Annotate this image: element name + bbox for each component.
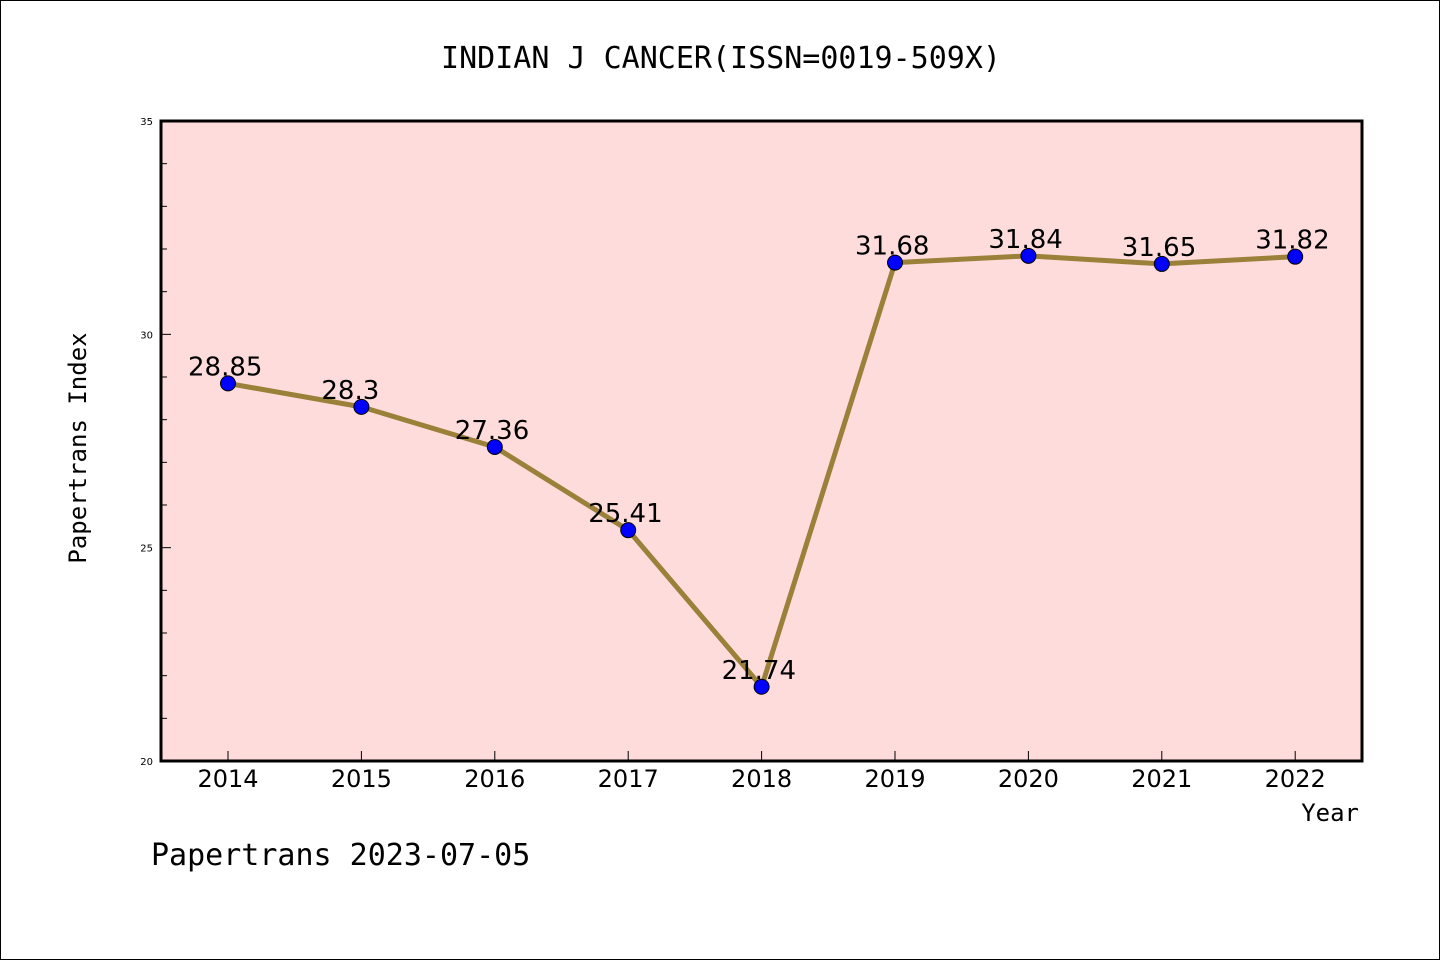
data-point [620,522,637,539]
x-tick-label: 2016 [464,765,525,793]
data-point [220,375,236,392]
x-tick-label: 2019 [864,765,925,793]
series-group: 28.85 28.3 27.36 25.41 21.74 31.68 31.84 31.65 3… [188,225,1330,695]
data-point [753,678,770,695]
plot-border [159,119,1364,763]
y-axis-label: Papertrans Index [64,332,92,563]
data-label: 28.3 [321,376,379,406]
data-label: 21.74 [722,656,796,686]
x-tick-label: 2015 [331,765,392,793]
x-axis: 2014 2015 2016 2017 2018 2019 2020 2021 2022 [197,751,1326,793]
data-point [1287,248,1304,265]
data-point [1020,247,1037,264]
data-label: 31.84 [988,225,1062,255]
x-tick-label: 2022 [1265,765,1326,793]
x-tick-label: 2017 [598,765,659,793]
data-point [1153,255,1170,272]
data-label: 31.68 [855,232,929,262]
y-tick-label: 35 [140,117,153,128]
x-tick-label: 2021 [1131,765,1192,793]
data-label: 25.41 [588,499,662,529]
footer-text: Papertrans 2023-07-05 [151,838,530,873]
plot-area [161,121,1362,761]
x-tick-label: 2018 [731,765,792,793]
x-tick-label: 2020 [998,765,1059,793]
chart-title: INDIAN J CANCER(ISSN=0019-509X) [441,41,1001,76]
data-point [887,254,903,271]
data-label: 28.85 [188,352,262,382]
y-tick-label: 30 [140,330,153,341]
x-axis-label: Year [1301,799,1359,827]
data-label: 27.36 [455,416,529,446]
data-point [353,398,370,415]
y-tick-label: 25 [140,544,153,555]
data-label: 31.65 [1122,233,1196,263]
y-tick-label: 20 [140,757,153,768]
x-tick-label: 2014 [197,765,258,793]
data-point [486,438,503,455]
data-label: 31.82 [1255,226,1329,256]
